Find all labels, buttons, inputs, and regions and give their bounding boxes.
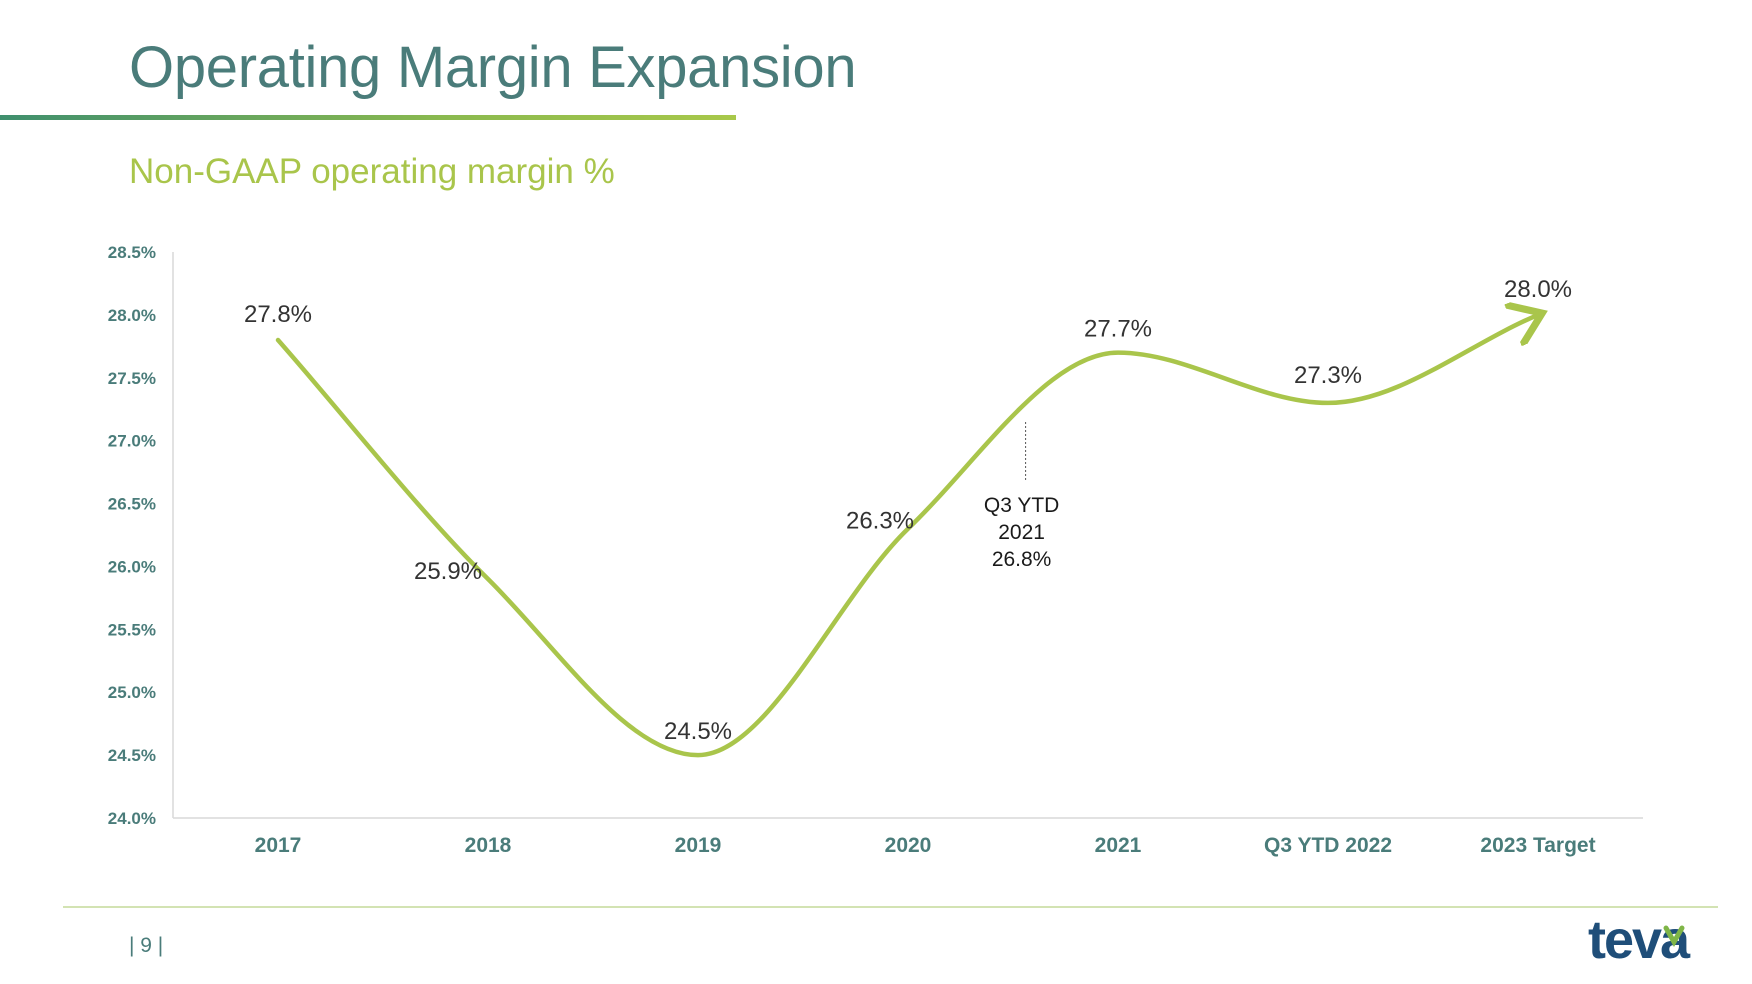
data-label: 27.8% <box>244 301 312 328</box>
x-tick-label: 2020 <box>885 834 932 857</box>
data-label: 27.3% <box>1294 362 1362 389</box>
y-tick-label: 28.0% <box>108 306 156 325</box>
data-label: 28.0% <box>1504 276 1572 303</box>
y-tick-label: 24.0% <box>108 809 156 828</box>
data-labels: 27.8% 25.9% 24.5% 26.3% 27.7% 27.3% 28.0% <box>244 276 1572 745</box>
chart-subtitle: Non-GAAP operating margin % <box>129 152 615 191</box>
y-tick-label: 24.5% <box>108 746 156 765</box>
footer-divider <box>63 906 1718 908</box>
x-tick-label: 2021 <box>1095 834 1142 857</box>
annotation-line: 2021 <box>998 521 1045 544</box>
x-tick-label: 2017 <box>255 834 302 857</box>
title-underline <box>0 115 736 120</box>
y-tick-label: 25.5% <box>108 620 156 639</box>
x-tick-labels: 2017 2018 2019 2020 2021 Q3 YTD 2022 2023 Targ… <box>255 834 1596 857</box>
y-tick-label: 28.5% <box>108 243 156 262</box>
annotation-line: Q3 YTD <box>984 494 1059 517</box>
x-tick-label: 2018 <box>465 834 512 857</box>
teva-logo: teva <box>1588 914 1693 968</box>
y-tick-labels: 24.0% 24.5% 25.0% 25.5% 26.0% 26.5% 27.0% 27.5%… <box>108 243 156 828</box>
y-tick-label: 25.0% <box>108 683 156 702</box>
data-label: 24.5% <box>664 718 732 745</box>
y-tick-label: 27.0% <box>108 432 156 451</box>
x-tick-label: 2019 <box>675 834 722 857</box>
y-tick-label: 27.5% <box>108 369 156 388</box>
annotation-q3-ytd-2021: Q3 YTD 2021 26.8% <box>984 422 1059 571</box>
page-number: | 9 | <box>129 934 164 957</box>
data-label: 27.7% <box>1084 316 1152 343</box>
series-line <box>275 315 1538 758</box>
page-title: Operating Margin Expansion <box>129 35 857 100</box>
data-label: 26.3% <box>846 508 914 535</box>
data-label: 25.9% <box>414 558 482 585</box>
y-tick-label: 26.0% <box>108 557 156 576</box>
annotation-line: 26.8% <box>992 548 1052 571</box>
y-tick-label: 26.5% <box>108 495 156 514</box>
x-tick-label: 2023 Target <box>1480 834 1595 857</box>
x-tick-label: Q3 YTD 2022 <box>1264 834 1392 857</box>
